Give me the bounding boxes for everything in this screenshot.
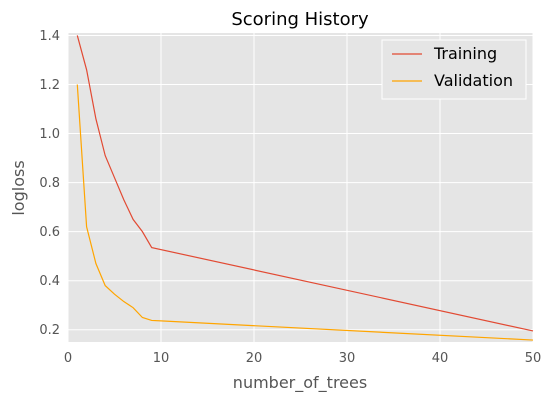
y-tick-label: 0.2 (39, 323, 60, 338)
y-tick-label: 1.4 (39, 29, 60, 44)
x-tick-label: 0 (64, 351, 72, 366)
legend: Training Validation (381, 39, 527, 100)
y-tick-label: 1.0 (39, 127, 60, 142)
x-tick-label: 30 (339, 351, 356, 366)
y-tick-label: 0.8 (39, 176, 60, 191)
y-tick-label: 0.4 (39, 274, 60, 289)
x-tick-label: 50 (525, 351, 542, 366)
x-axis-ticks: 0 10 20 30 40 50 (64, 351, 541, 366)
x-tick-label: 40 (432, 351, 449, 366)
x-tick-label: 10 (153, 351, 170, 366)
y-tick-label: 0.6 (39, 225, 60, 240)
series-line-validation (76, 84, 534, 341)
legend-label-training: Training (433, 44, 497, 63)
x-tick-label: 20 (246, 351, 263, 366)
series-line-training (76, 35, 534, 332)
y-axis-ticks: 0.2 0.4 0.6 0.8 1.0 1.2 1.4 (39, 29, 60, 338)
legend-box (381, 39, 527, 100)
y-tick-label: 1.2 (39, 78, 60, 93)
chart-title: Scoring History (231, 9, 369, 30)
series-lines (76, 35, 534, 341)
x-axis-label: number_of_trees (233, 373, 367, 393)
y-axis-label: logloss (9, 160, 28, 215)
grid-lines (67, 33, 534, 342)
legend-label-validation: Validation (434, 71, 513, 90)
